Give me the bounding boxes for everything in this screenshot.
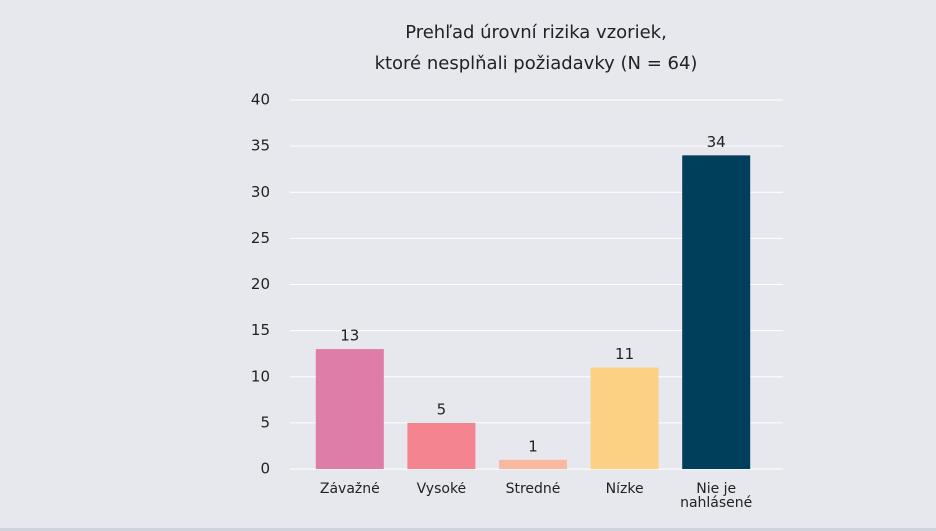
x-tick-label: Nie je nahlásené — [680, 482, 753, 511]
value-label: 11 — [615, 345, 634, 363]
x-tick-label-box: Závažné — [319, 482, 380, 497]
bar — [499, 459, 567, 469]
y-tick-label: 35 — [251, 137, 270, 155]
value-label: 5 — [437, 400, 447, 418]
y-tick-label: 30 — [251, 183, 270, 201]
y-tick-label: 25 — [251, 229, 270, 247]
value-label: 13 — [340, 327, 359, 345]
x-tick-label: Závažné — [319, 482, 380, 497]
value-label: 1 — [528, 437, 538, 455]
y-tick-label: 0 — [260, 460, 270, 478]
x-tick-label-box: Vysoké — [416, 482, 467, 497]
x-tick-label: Nízke — [605, 482, 644, 497]
bottom-border — [0, 528, 936, 531]
bar — [590, 367, 659, 469]
bar — [407, 422, 476, 469]
y-tick-label: 20 — [251, 275, 270, 293]
bar — [315, 349, 384, 469]
x-tick-label: Vysoké — [416, 482, 467, 497]
x-tick-label: Stredné — [505, 482, 561, 497]
y-tick-label: 40 — [251, 91, 270, 109]
bar — [682, 155, 751, 469]
y-tick-label: 5 — [260, 413, 270, 431]
chart-title: Prehľad úrovní rizika vzoriek, — [405, 22, 667, 43]
x-tick-label-box: Nie je nahlásené — [680, 482, 753, 511]
x-tick-label-box: Nízke — [605, 482, 644, 497]
value-label: 34 — [707, 133, 726, 151]
x-tick-label-box: Stredné — [505, 482, 561, 497]
chart-title: ktoré nesplňali požiadavky (N = 64) — [375, 53, 698, 74]
y-tick-label: 10 — [251, 367, 270, 385]
y-tick-label: 15 — [251, 321, 270, 339]
